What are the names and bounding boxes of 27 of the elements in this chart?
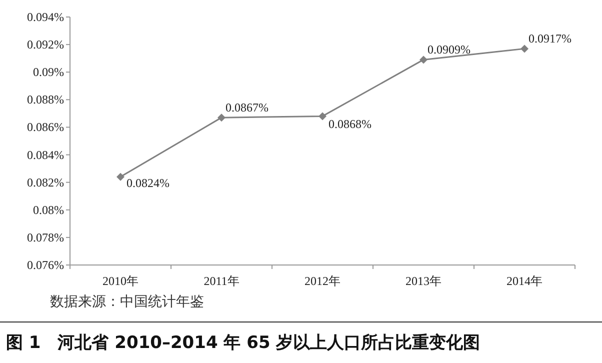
data-label: 0.0917% (528, 32, 572, 46)
y-tick-label: 0.082% (27, 175, 64, 190)
data-label: 0.0868% (328, 117, 372, 132)
point (318, 112, 326, 120)
data-label: 0.0824% (126, 176, 170, 190)
text: 图 1 河北省 2010–2014 年 65 岁以上人口所占比重变化图 (6, 333, 480, 353)
x-tick-label: 2012年 (304, 274, 340, 288)
source-note: 数据来源：中国统计年鉴 (50, 294, 204, 310)
y-tick-label: 0.076% (27, 258, 64, 272)
point (116, 172, 124, 181)
point (218, 114, 226, 122)
y-tick-label: 0.088% (27, 92, 64, 107)
y-tick-label: 0.092% (27, 38, 64, 52)
point (420, 56, 428, 64)
y-tick-label: 0.084% (27, 148, 64, 162)
y-tick-label: 0.086% (27, 120, 64, 134)
x-tick-label: 2010年 (102, 274, 138, 288)
x-tick-label: 2013年 (406, 274, 442, 288)
data-label: 0.0867% (226, 100, 268, 115)
x-tick-label: 2014年 (506, 274, 542, 288)
y-tick-label: 0.08% (33, 202, 64, 217)
point (520, 44, 528, 53)
y-tick-label: 0.09% (33, 65, 64, 80)
y-tick-label: 0.078% (27, 230, 64, 244)
data-label: 0.0909% (428, 42, 470, 57)
y-tick-label: 0.094% (27, 10, 64, 24)
x-tick-label: 2011年 (204, 274, 240, 288)
